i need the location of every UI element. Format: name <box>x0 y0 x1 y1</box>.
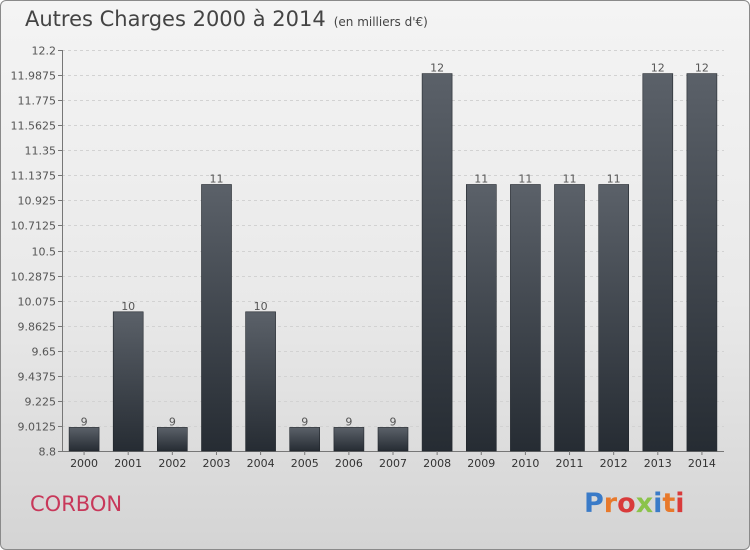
bar-2001 <box>112 311 144 452</box>
x-tick-label: 2003 <box>202 457 230 470</box>
y-tick-label: 11.9875 <box>11 70 57 83</box>
brand-letter: t <box>662 488 676 519</box>
y-tick-label: 10.075 <box>18 296 57 309</box>
bar-2005 <box>289 427 321 452</box>
brand-letter: i <box>675 488 685 519</box>
x-tick-label: 2007 <box>379 457 407 470</box>
bar-2008 <box>421 73 453 452</box>
bar-value-label: 11 <box>563 172 577 185</box>
y-tick-label: 9.0125 <box>18 421 57 434</box>
y-tick-label: 12.2 <box>32 45 57 58</box>
y-tick-label: 9.65 <box>32 346 57 359</box>
y-tick-label: 10.7125 <box>11 220 57 233</box>
bar-value-label: 10 <box>121 300 135 313</box>
bar-value-label: 11 <box>518 172 532 185</box>
commune-name: CORBON <box>30 492 123 516</box>
bar-2011 <box>554 184 585 452</box>
bar-2009 <box>465 184 497 452</box>
bar-2007 <box>377 427 409 452</box>
y-tick-label: 10.2875 <box>11 271 57 284</box>
y-tick-label: 11.775 <box>18 95 57 108</box>
bar-value-label: 12 <box>651 62 665 75</box>
brand-letter: i <box>653 488 663 519</box>
y-tick-label: 9.4375 <box>18 371 57 384</box>
brand-letter: o <box>617 488 636 519</box>
chart-title: Autres Charges 2000 à 2014 <box>25 7 326 31</box>
x-tick-label: 2004 <box>247 457 275 470</box>
bar-2003 <box>201 184 232 452</box>
bar-value-label: 11 <box>607 172 621 185</box>
brand-letter: x <box>635 488 654 519</box>
y-tick-label: 10.925 <box>18 195 57 208</box>
x-tick-label: 2013 <box>644 457 672 470</box>
bar-value-label: 9 <box>301 415 308 428</box>
x-tick-label: 2010 <box>511 457 539 470</box>
x-tick-label: 2008 <box>423 457 451 470</box>
y-tick-label: 11.1375 <box>11 170 57 183</box>
bar-2006 <box>333 427 365 452</box>
y-tick-label: 11.35 <box>25 145 57 158</box>
bar-value-label: 12 <box>695 62 709 75</box>
x-tick-label: 2002 <box>158 457 186 470</box>
bar-value-label: 11 <box>209 172 223 185</box>
brand-logo: Proxiti <box>584 488 685 519</box>
bar-value-label: 12 <box>430 62 444 75</box>
bar-value-label: 9 <box>81 415 88 428</box>
y-tick-label: 10.5 <box>32 246 57 259</box>
x-tick-label: 2011 <box>556 457 584 470</box>
bar-2002 <box>157 427 188 452</box>
x-tick-label: 2006 <box>335 457 363 470</box>
brand-letter: P <box>584 488 604 519</box>
x-tick-label: 2014 <box>688 457 716 470</box>
y-tick-label: 8.8 <box>39 446 57 459</box>
bar-value-label: 9 <box>390 415 397 428</box>
x-tick-label: 2000 <box>70 457 98 470</box>
brand-letter: r <box>603 488 618 519</box>
x-tick-label: 2009 <box>467 457 495 470</box>
y-tick-label: 9.8625 <box>18 321 57 334</box>
bar-2014 <box>686 73 718 452</box>
bar-value-label: 11 <box>474 172 488 185</box>
y-tick-label: 11.5625 <box>11 120 57 133</box>
bar-value-label: 9 <box>169 415 176 428</box>
bar-2013 <box>642 73 674 452</box>
x-tick-label: 2012 <box>600 457 628 470</box>
title-row: Autres Charges 2000 à 2014 (en milliers d… <box>25 7 428 31</box>
bar-2010 <box>510 184 541 452</box>
bar-value-label: 10 <box>254 300 268 313</box>
chart-subtitle: (en milliers d'€) <box>333 15 428 29</box>
bar-2012 <box>598 184 630 452</box>
bar-2004 <box>245 311 276 452</box>
y-tick-label: 9.225 <box>25 396 57 409</box>
x-tick-label: 2005 <box>291 457 319 470</box>
x-tick-label: 2001 <box>114 457 142 470</box>
bar-2000 <box>68 427 100 452</box>
bar-value-label: 9 <box>345 415 352 428</box>
